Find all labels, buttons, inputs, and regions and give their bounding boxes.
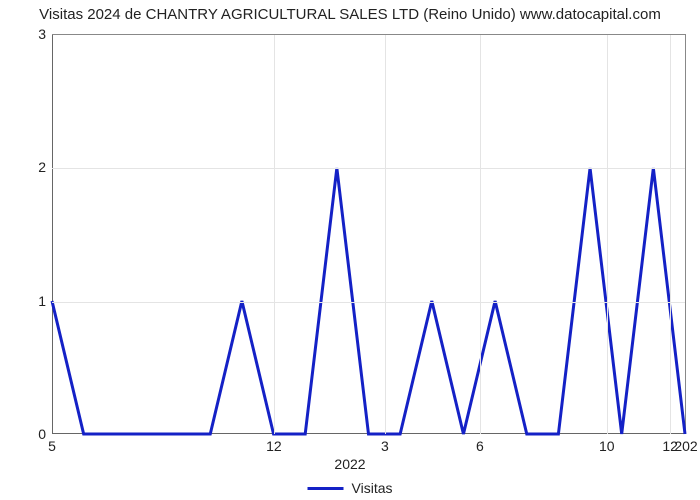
chart-container: Visitas 2024 de CHANTRY AGRICULTURAL SAL…: [0, 0, 700, 500]
gridline-v: [480, 35, 481, 434]
legend-label: Visitas: [352, 480, 393, 496]
y-tick-label: 0: [6, 426, 46, 442]
x-tick-label: 6: [476, 438, 484, 454]
plot-area: [52, 34, 686, 434]
y-tick-label: 3: [6, 26, 46, 42]
x-tick-label: 3: [381, 438, 389, 454]
x-axis-label: 2022: [0, 456, 700, 472]
gridline-v: [607, 35, 608, 434]
gridline-v: [274, 35, 275, 434]
legend-line-icon: [308, 487, 344, 490]
line-series: [52, 35, 685, 434]
x-tick-label: 10: [599, 438, 615, 454]
legend: Visitas: [308, 480, 393, 496]
x-tick-label: 12: [266, 438, 282, 454]
x-tick-label: 202: [674, 438, 697, 454]
y-tick-label: 2: [6, 159, 46, 175]
chart-title: Visitas 2024 de CHANTRY AGRICULTURAL SAL…: [0, 6, 700, 23]
x-tick-label: 5: [48, 438, 56, 454]
y-tick-label: 1: [6, 293, 46, 309]
gridline-h: [52, 168, 685, 169]
gridline-v: [670, 35, 671, 434]
gridline-h: [52, 302, 685, 303]
gridline-v: [385, 35, 386, 434]
